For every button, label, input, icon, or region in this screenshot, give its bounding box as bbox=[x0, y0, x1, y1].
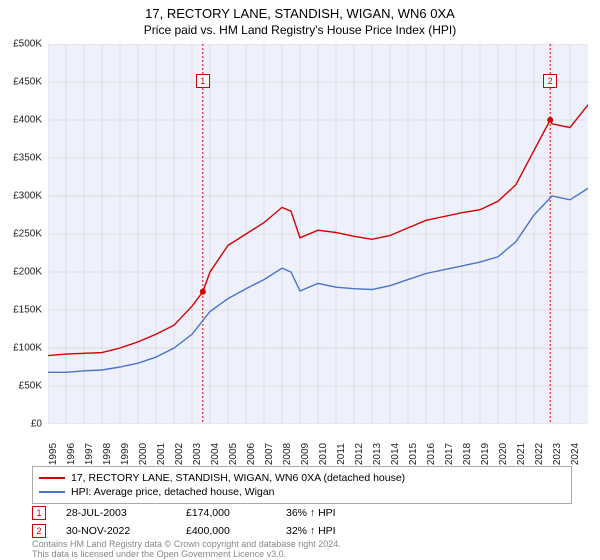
x-tick-label: 2022 bbox=[534, 443, 545, 465]
x-tick-label: 1995 bbox=[48, 443, 59, 465]
x-tick-label: 2005 bbox=[228, 443, 239, 465]
x-tick-label: 2024 bbox=[570, 443, 581, 465]
y-tick-label: £300K bbox=[13, 191, 42, 202]
x-tick-label: 1999 bbox=[120, 443, 131, 465]
chart-container: 17, RECTORY LANE, STANDISH, WIGAN, WN6 0… bbox=[0, 0, 600, 560]
x-tick-label: 2015 bbox=[408, 443, 419, 465]
x-tick-label: 2017 bbox=[444, 443, 455, 465]
x-tick-label: 2018 bbox=[462, 443, 473, 465]
sale-record-row: 2 30-NOV-2022 £400,000 32% ↑ HPI bbox=[32, 522, 572, 540]
x-tick-label: 2012 bbox=[354, 443, 365, 465]
record-date: 30-NOV-2022 bbox=[66, 525, 166, 537]
legend-label: 17, RECTORY LANE, STANDISH, WIGAN, WN6 0… bbox=[71, 472, 405, 484]
y-tick-label: £100K bbox=[13, 343, 42, 354]
x-tick-label: 2013 bbox=[372, 443, 383, 465]
y-tick-label: £350K bbox=[13, 153, 42, 164]
x-tick-label: 2008 bbox=[282, 443, 293, 465]
x-tick-label: 2000 bbox=[138, 443, 149, 465]
y-tick-label: £250K bbox=[13, 229, 42, 240]
x-tick-label: 2023 bbox=[552, 443, 563, 465]
x-tick-label: 2010 bbox=[318, 443, 329, 465]
x-tick-label: 2021 bbox=[516, 443, 527, 465]
y-tick-label: £500K bbox=[13, 39, 42, 50]
x-tick-label: 1997 bbox=[84, 443, 95, 465]
x-tick-label: 2014 bbox=[390, 443, 401, 465]
sale-marker: 2 bbox=[543, 74, 557, 88]
legend-box: 17, RECTORY LANE, STANDISH, WIGAN, WN6 0… bbox=[32, 466, 572, 504]
x-tick-label: 1996 bbox=[66, 443, 77, 465]
x-tick-label: 2004 bbox=[210, 443, 221, 465]
record-date: 28-JUL-2003 bbox=[66, 507, 166, 519]
legend-swatch bbox=[39, 491, 65, 493]
record-price: £174,000 bbox=[186, 507, 266, 519]
record-marker: 1 bbox=[32, 506, 46, 520]
y-tick-label: £50K bbox=[19, 381, 42, 392]
x-tick-label: 2009 bbox=[300, 443, 311, 465]
x-tick-label: 2003 bbox=[192, 443, 203, 465]
x-tick-label: 2020 bbox=[498, 443, 509, 465]
x-tick-label: 2006 bbox=[246, 443, 257, 465]
legend-item: 17, RECTORY LANE, STANDISH, WIGAN, WN6 0… bbox=[39, 471, 565, 485]
plot-svg bbox=[48, 44, 588, 424]
x-axis: 1995 1996 1997 1998 1999 2000 2001 2002 2003 2004… bbox=[48, 426, 588, 466]
y-tick-label: £400K bbox=[13, 115, 42, 126]
sale-records: 1 28-JUL-2003 £174,000 36% ↑ HPI 2 30-NOV-202… bbox=[32, 504, 572, 540]
y-tick-label: £450K bbox=[13, 77, 42, 88]
record-delta: 32% ↑ HPI bbox=[286, 525, 386, 537]
y-axis: £0£50K£100K£150K£200K£250K£300K£350K£400… bbox=[0, 44, 46, 424]
sale-marker: 1 bbox=[196, 74, 210, 88]
x-tick-label: 2016 bbox=[426, 443, 437, 465]
y-tick-label: £0 bbox=[31, 419, 42, 430]
chart-title: 17, RECTORY LANE, STANDISH, WIGAN, WN6 0… bbox=[0, 0, 600, 21]
x-tick-label: 2001 bbox=[156, 443, 167, 465]
x-tick-label: 2002 bbox=[174, 443, 185, 465]
footnote-line-2: This data is licensed under the Open Gov… bbox=[32, 550, 341, 560]
y-tick-label: £150K bbox=[13, 305, 42, 316]
legend-item: HPI: Average price, detached house, Wiga… bbox=[39, 485, 565, 499]
x-tick-label: 2019 bbox=[480, 443, 491, 465]
chart-subtitle: Price paid vs. HM Land Registry's House … bbox=[0, 21, 600, 41]
record-marker: 2 bbox=[32, 524, 46, 538]
legend-swatch bbox=[39, 477, 65, 479]
y-tick-label: £200K bbox=[13, 267, 42, 278]
sale-record-row: 1 28-JUL-2003 £174,000 36% ↑ HPI bbox=[32, 504, 572, 522]
x-tick-label: 2011 bbox=[336, 443, 347, 465]
footnote: Contains HM Land Registry data © Crown c… bbox=[32, 540, 341, 560]
record-delta: 36% ↑ HPI bbox=[286, 507, 386, 519]
legend-label: HPI: Average price, detached house, Wiga… bbox=[71, 486, 275, 498]
plot-area: 12 bbox=[48, 44, 588, 424]
record-price: £400,000 bbox=[186, 525, 266, 537]
x-tick-label: 2007 bbox=[264, 443, 275, 465]
x-tick-label: 1998 bbox=[102, 443, 113, 465]
